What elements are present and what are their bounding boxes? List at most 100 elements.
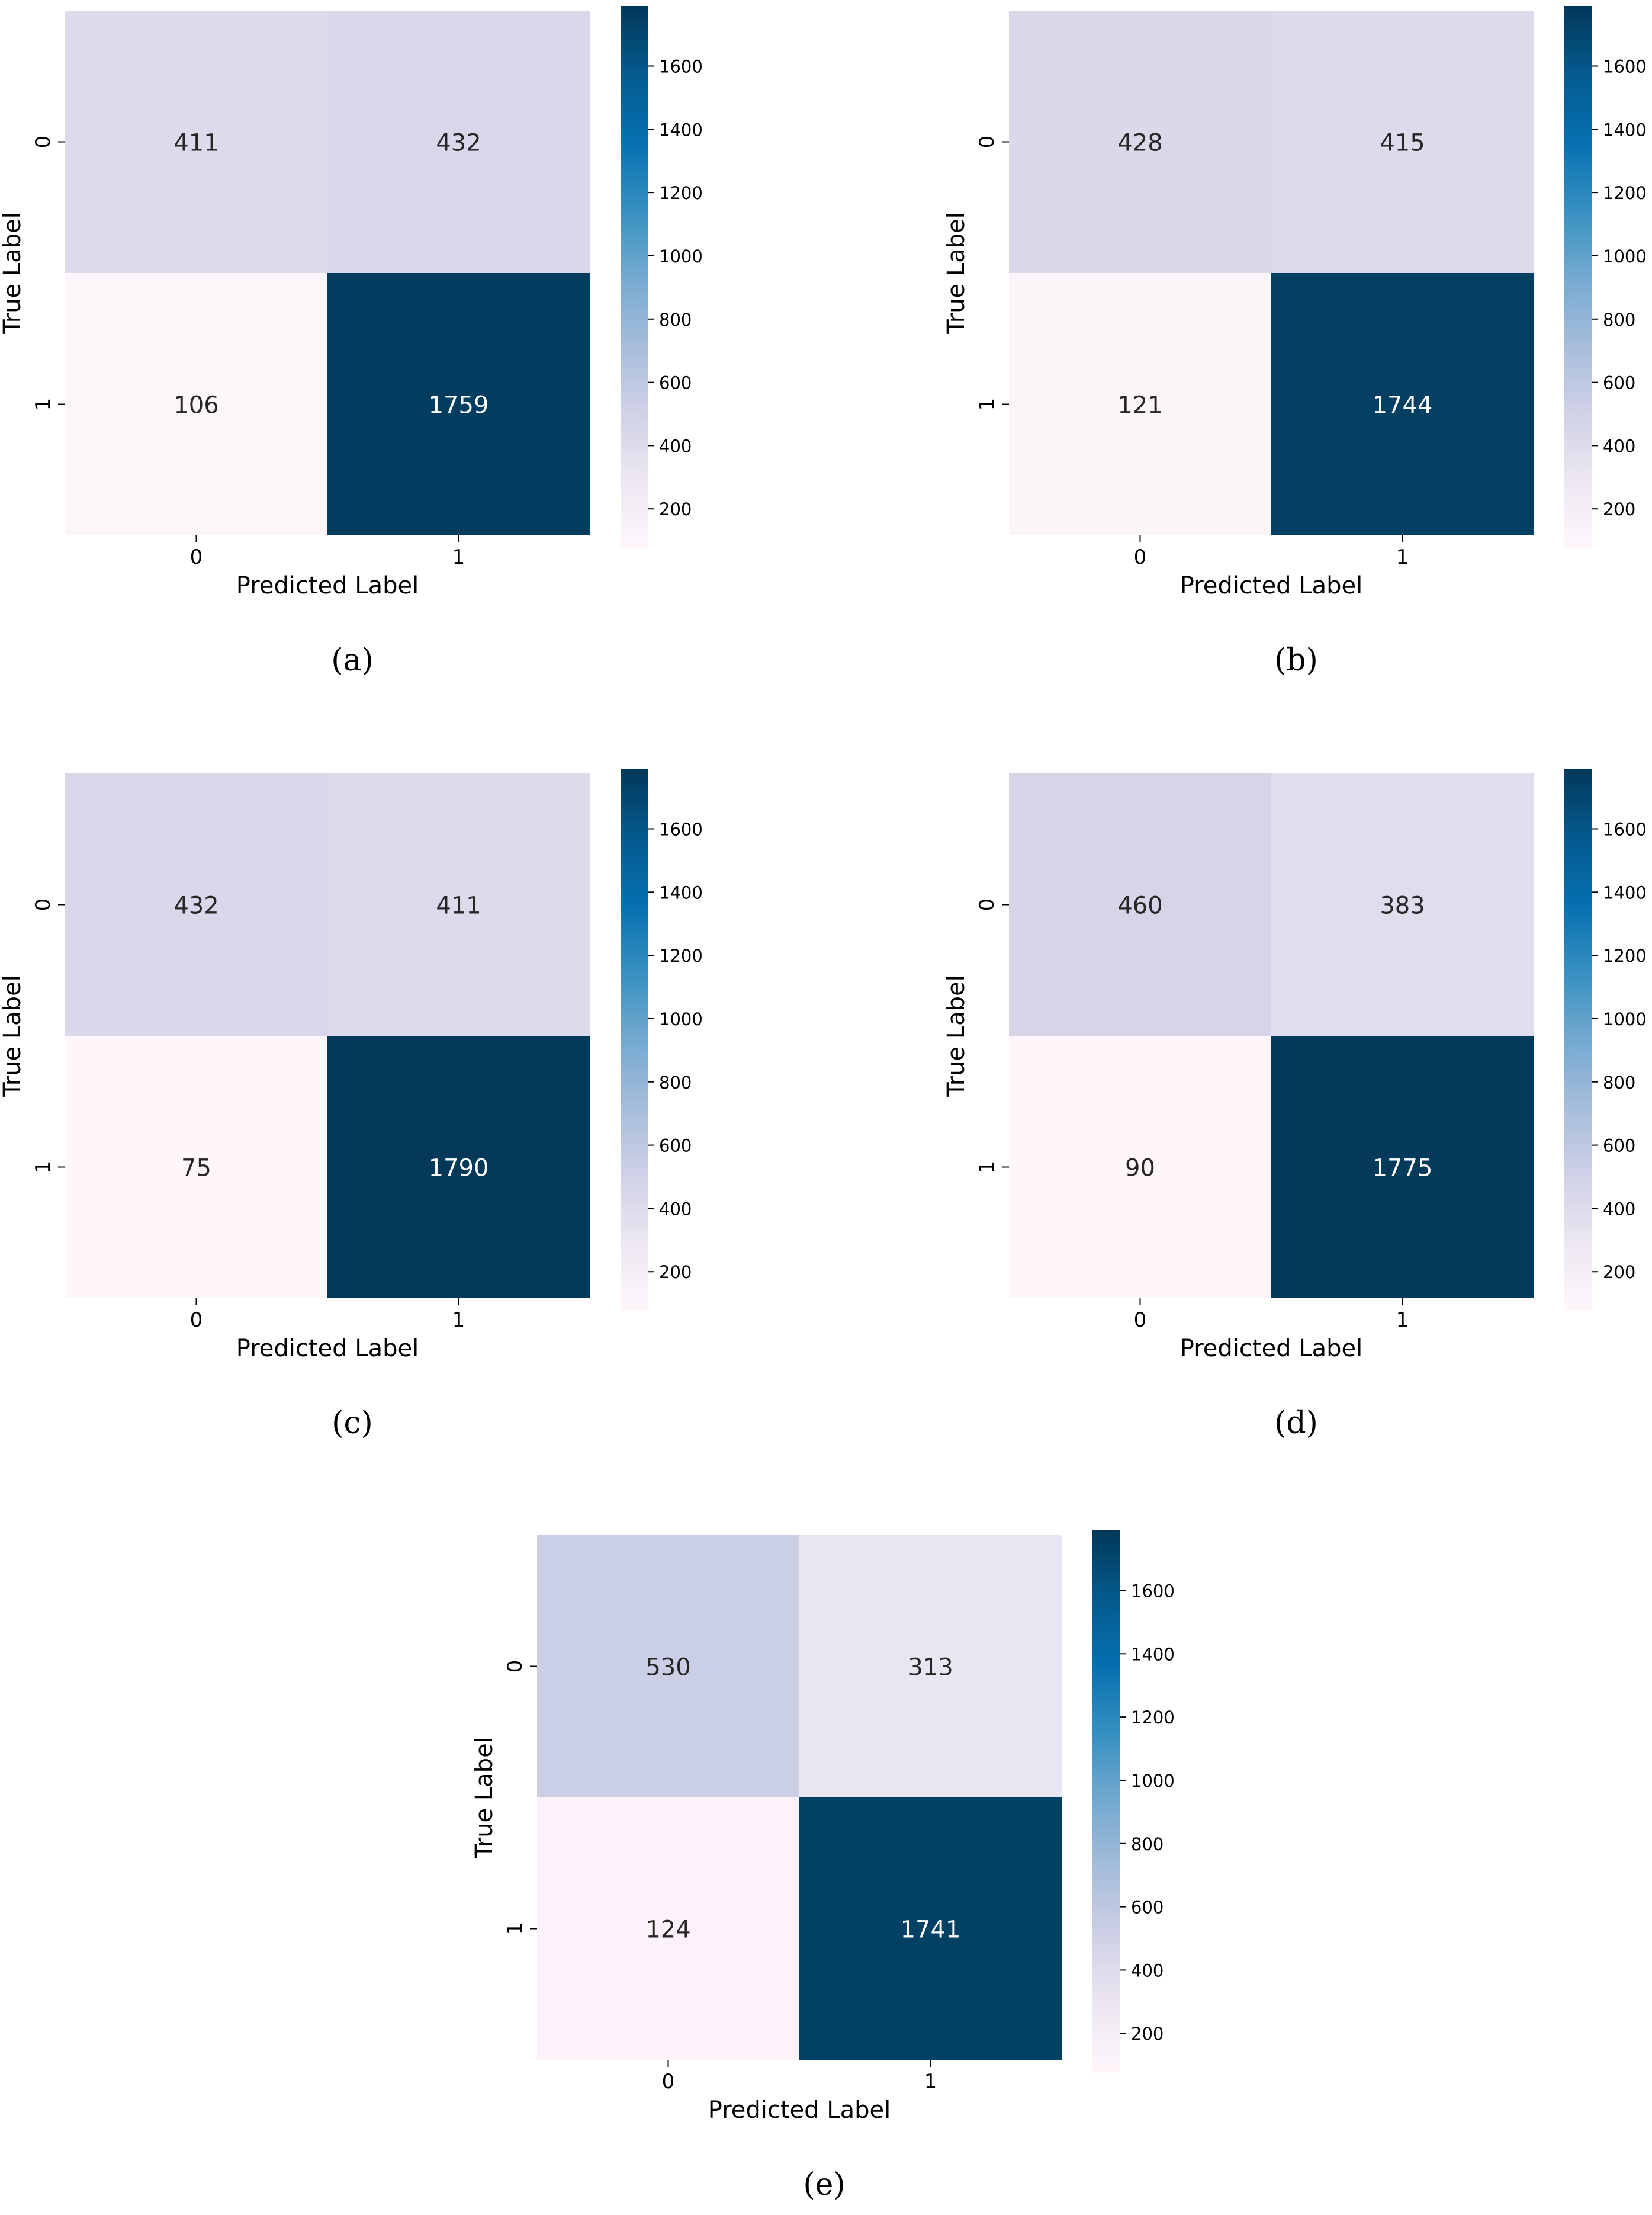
cell-value-label: 411 — [173, 130, 218, 157]
colorbar-tick-label: 1000 — [1131, 1771, 1175, 1791]
cell-value-label: 411 — [436, 893, 481, 920]
colorbar-tick-label: 1400 — [659, 882, 703, 903]
cell-value-label: 75 — [181, 1155, 211, 1182]
colorbar-tick-label: 1600 — [659, 56, 703, 76]
y-tick-label: 0 — [503, 1660, 527, 1673]
y-tick-label: 1 — [975, 398, 999, 411]
colorbar-tick-label: 600 — [659, 373, 692, 393]
y-tick-label: 0 — [31, 898, 55, 911]
colorbar-tick-label: 800 — [659, 1073, 692, 1093]
colorbar-tick-label: 200 — [1603, 1262, 1635, 1282]
colorbar-tick-label: 800 — [659, 310, 692, 330]
cell-value-label: 121 — [1117, 392, 1162, 419]
colorbar-tick-label: 400 — [659, 1199, 692, 1219]
y-axis-label: True Label — [0, 975, 26, 1097]
heatmap-cell — [799, 1797, 1062, 2060]
x-axis-label: Predicted Label — [236, 572, 419, 599]
colorbar — [1092, 1530, 1120, 2073]
colorbar-tick-label: 1600 — [659, 819, 703, 839]
cell-value-label: 90 — [1125, 1155, 1155, 1182]
y-tick-label: 0 — [31, 136, 55, 149]
x-tick-label: 0 — [1134, 1308, 1147, 1332]
y-tick-label: 1 — [31, 398, 55, 411]
y-tick-label: 0 — [975, 898, 999, 911]
y-tick-label: 0 — [975, 136, 999, 149]
colorbar-tick-label: 400 — [1603, 436, 1635, 456]
heatmap-cell — [537, 1797, 799, 2060]
x-tick-label: 1 — [452, 545, 465, 569]
colorbar-tick-label: 400 — [1131, 1960, 1164, 1980]
colorbar-tick-label: 1000 — [659, 1009, 703, 1029]
colorbar-tick-label: 1600 — [1603, 56, 1647, 76]
cell-value-label: 1741 — [901, 1917, 961, 1944]
cell-value-label: 1759 — [429, 392, 489, 419]
x-axis-label: Predicted Label — [1180, 1335, 1362, 1362]
x-tick-label: 1 — [1396, 545, 1409, 569]
cell-value-label: 428 — [1117, 130, 1162, 157]
confusion-matrix-panel-c: 432 411 75 1790 0 1 0 1 Predicted Label True Labe… — [0, 769, 703, 1441]
x-axis-label: Predicted Label — [1180, 572, 1362, 599]
colorbar-tick-label: 800 — [1603, 310, 1635, 330]
colorbar-tick-label: 1400 — [1131, 1644, 1175, 1664]
y-tick-label: 1 — [31, 1161, 55, 1174]
heatmap-cell — [327, 773, 590, 1036]
cell-value-label: 313 — [908, 1654, 953, 1681]
colorbar-tick-label: 800 — [1603, 1073, 1635, 1093]
y-tick-label: 1 — [975, 1161, 999, 1174]
heatmap-cell — [1271, 773, 1534, 1036]
colorbar — [621, 769, 648, 1311]
colorbar-tick-label: 1400 — [1603, 882, 1647, 903]
heatmap-cell — [327, 11, 590, 273]
heatmap-cell — [799, 1535, 1062, 1797]
heatmap-cell — [65, 11, 327, 273]
heatmap-cell — [65, 273, 327, 535]
colorbar-tick-label: 600 — [1603, 373, 1635, 393]
colorbar — [1564, 6, 1592, 548]
colorbar-tick-label: 1400 — [659, 120, 703, 140]
cell-value-label: 1744 — [1373, 392, 1433, 419]
x-tick-label: 1 — [1396, 1308, 1409, 1332]
x-tick-label: 1 — [452, 1308, 465, 1332]
y-axis-label: True Label — [0, 212, 26, 335]
subfigure-caption: (b) — [1274, 643, 1318, 678]
colorbar-tick-label: 600 — [1131, 1898, 1164, 1918]
heatmap-cell — [1271, 11, 1534, 273]
colorbar-tick-label: 1200 — [659, 946, 703, 966]
colorbar-tick-label: 600 — [659, 1136, 692, 1156]
colorbar-tick-label: 200 — [1131, 2024, 1164, 2044]
y-axis-label: True Label — [943, 212, 970, 335]
colorbar-tick-label: 1200 — [659, 183, 703, 203]
cell-value-label: 432 — [436, 130, 481, 157]
heatmap-cell — [327, 273, 590, 535]
heatmap-cell — [1009, 1036, 1271, 1298]
heatmap-cell — [537, 1535, 799, 1797]
cell-value-label: 124 — [645, 1917, 690, 1944]
colorbar-tick-label: 1400 — [1603, 120, 1647, 140]
heatmap-cell — [1271, 273, 1534, 535]
heatmap-cell — [1009, 773, 1271, 1036]
colorbar-tick-label: 600 — [1603, 1136, 1635, 1156]
y-tick-label: 1 — [503, 1922, 527, 1935]
colorbar-tick-label: 200 — [1603, 499, 1635, 519]
cell-value-label: 1790 — [429, 1155, 489, 1182]
colorbar-tick-label: 1000 — [1603, 246, 1647, 267]
heatmap-cell — [65, 1036, 327, 1298]
y-axis-label: True Label — [471, 1736, 498, 1859]
colorbar-tick-label: 200 — [659, 1262, 692, 1282]
colorbar-tick-label: 1600 — [1131, 1581, 1175, 1601]
colorbar-tick-label: 200 — [659, 499, 692, 519]
confusion-matrix-panel-a: 411 432 106 1759 0 1 0 1 Predicted Label True Lab… — [0, 6, 703, 678]
cell-value-label: 530 — [645, 1654, 690, 1681]
x-axis-label: Predicted Label — [708, 2097, 891, 2124]
colorbar-tick-label: 400 — [659, 436, 692, 456]
heatmap-cell — [327, 1036, 590, 1298]
heatmap-cell — [1009, 273, 1271, 535]
heatmap-cell — [1271, 1036, 1534, 1298]
confusion-matrix-panel-e: 530 313 124 1741 0 1 0 1 Predicted Label True Lab… — [471, 1530, 1175, 2203]
cell-value-label: 383 — [1380, 893, 1425, 920]
colorbar-tick-label: 1000 — [659, 246, 703, 267]
heatmap-cell — [65, 773, 327, 1036]
subfigure-caption: (e) — [803, 2167, 845, 2203]
